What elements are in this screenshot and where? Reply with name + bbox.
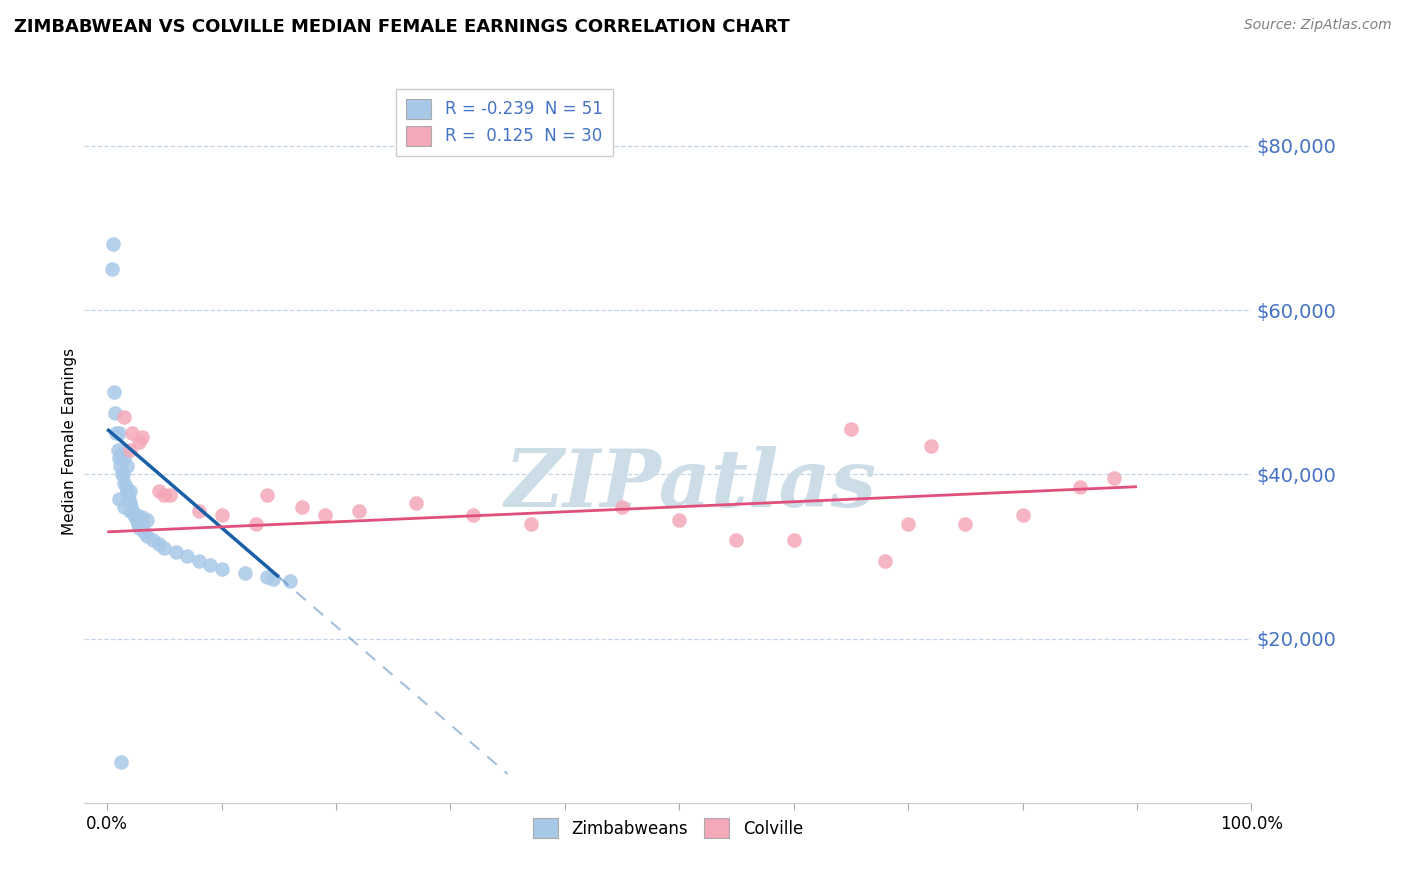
Point (153, 541, 176, 556)
Point (668, 512, 690, 526)
Point (111, 467, 134, 482)
Point (211, 508, 233, 523)
Point (314, 508, 336, 523)
Point (153, 488, 176, 502)
Point (176, 549, 198, 564)
Point (107, 491, 129, 506)
Point (114, 480, 136, 494)
Y-axis label: Median Female Earnings: Median Female Earnings (62, 348, 77, 535)
Point (187, 553, 209, 567)
Point (131, 430, 153, 444)
Point (955, 516, 977, 531)
Point (125, 508, 148, 523)
Point (165, 545, 187, 559)
Point (211, 562, 233, 576)
Point (110, 755, 132, 769)
Point (110, 447, 132, 461)
Point (131, 516, 153, 531)
Point (101, 262, 124, 277)
Point (136, 512, 159, 526)
Point (112, 475, 135, 490)
Point (120, 442, 142, 457)
Point (245, 516, 267, 531)
Point (405, 496, 427, 510)
Point (187, 504, 209, 518)
Point (112, 409, 135, 424)
Point (347, 504, 370, 518)
Point (200, 558, 222, 572)
Point (120, 483, 142, 498)
Point (107, 426, 129, 441)
Point (127, 516, 149, 531)
Point (897, 516, 920, 531)
Point (519, 516, 541, 531)
Text: ZIPatlas: ZIPatlas (505, 446, 877, 524)
Point (142, 533, 165, 547)
Point (122, 507, 145, 521)
Point (256, 570, 278, 584)
Point (463, 508, 485, 523)
Point (920, 439, 942, 453)
Point (725, 533, 748, 547)
Point (115, 459, 138, 474)
Point (1011, 508, 1033, 523)
Point (124, 510, 146, 524)
Point (278, 574, 301, 588)
Point (159, 488, 181, 502)
Point (262, 573, 284, 587)
Text: ZIMBABWEAN VS COLVILLE MEDIAN FEMALE EARNINGS CORRELATION CHART: ZIMBABWEAN VS COLVILLE MEDIAN FEMALE EAR… (14, 18, 790, 36)
Point (120, 504, 142, 518)
Point (148, 537, 170, 551)
Point (783, 533, 806, 547)
Point (112, 500, 135, 515)
Point (121, 504, 143, 518)
Point (125, 508, 148, 523)
Point (120, 496, 142, 510)
Point (1102, 471, 1125, 485)
Point (107, 442, 129, 457)
Point (875, 553, 897, 567)
Point (148, 483, 170, 498)
Point (104, 406, 127, 420)
Point (120, 500, 142, 515)
Point (256, 488, 278, 502)
Point (1069, 480, 1091, 494)
Point (121, 426, 143, 441)
Point (107, 450, 129, 465)
Point (839, 422, 862, 436)
Point (131, 510, 153, 524)
Legend: Zimbabweans, Colville: Zimbabweans, Colville (526, 812, 810, 845)
Point (128, 434, 150, 449)
Point (115, 483, 138, 498)
Point (233, 566, 256, 580)
Point (125, 512, 148, 526)
Text: Source: ZipAtlas.com: Source: ZipAtlas.com (1244, 18, 1392, 32)
Point (105, 426, 128, 441)
Point (101, 237, 124, 252)
Point (118, 491, 141, 506)
Point (117, 488, 139, 502)
Point (112, 450, 135, 465)
Point (136, 529, 159, 543)
Point (112, 467, 135, 482)
Point (132, 524, 155, 539)
Point (103, 385, 125, 400)
Point (128, 521, 150, 535)
Point (610, 500, 633, 515)
Point (291, 500, 314, 515)
Point (108, 459, 131, 474)
